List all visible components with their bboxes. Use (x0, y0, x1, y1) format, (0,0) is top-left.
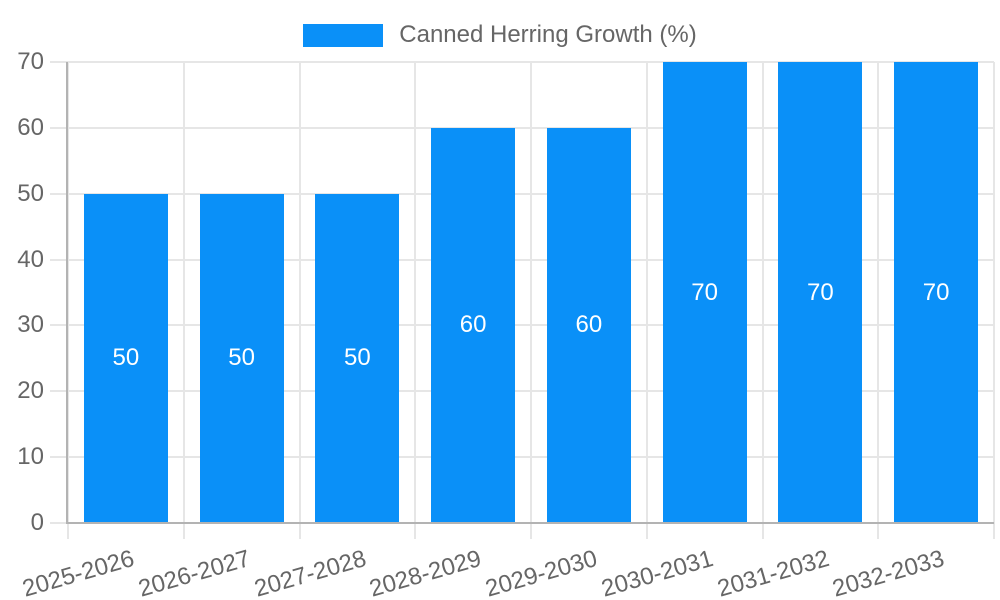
x-gridline (414, 62, 417, 539)
bar[interactable] (83, 193, 168, 523)
y-axis-tick-label: 10 (17, 443, 44, 471)
x-axis-border (66, 522, 994, 524)
x-gridline (298, 62, 301, 539)
x-gridline (761, 62, 764, 539)
y-axis-tick-label: 0 (30, 509, 44, 536)
chart-legend[interactable]: Canned Herring Growth (%) (0, 21, 1000, 49)
y-gridline (50, 456, 994, 459)
x-axis-tick-label: 2029-2030 (482, 545, 601, 600)
bar-value-label: 50 (344, 344, 371, 372)
bar-value-label: 70 (922, 278, 950, 306)
x-gridline (530, 62, 532, 539)
x-axis-tick-label: 2025-2026 (19, 545, 138, 600)
bar-value-label: 50 (228, 344, 255, 372)
x-axis-tick-label: 2027-2028 (251, 545, 369, 600)
bar-value-label: 70 (691, 278, 718, 306)
x-axis-tick-label: 2026-2027 (135, 545, 254, 600)
y-gridline (50, 61, 994, 63)
bar[interactable] (778, 62, 863, 523)
bar[interactable] (546, 127, 631, 523)
x-axis-tick-label: 2032-2033 (829, 545, 948, 600)
x-gridline (67, 62, 69, 539)
bar-value-label: 60 (575, 311, 603, 339)
legend-swatch (303, 23, 384, 47)
y-axis-tick-label: 40 (17, 245, 44, 273)
y-axis-border (66, 62, 68, 524)
bar-value-label: 60 (459, 311, 487, 339)
y-gridline (50, 126, 994, 129)
x-axis-tick-label: 2030-2031 (598, 545, 717, 600)
bar[interactable] (199, 193, 284, 523)
legend-label: Canned Herring Growth (%) (399, 21, 697, 48)
x-axis-tick-label: 2031-2032 (714, 545, 832, 600)
bar-value-label: 50 (112, 344, 140, 372)
x-gridline (182, 62, 185, 539)
x-gridline (877, 62, 880, 539)
bar[interactable] (894, 62, 979, 523)
x-gridline (645, 62, 648, 539)
y-axis-tick-label: 60 (17, 113, 44, 141)
y-axis-tick-label: 50 (17, 179, 44, 207)
bar-value-label: 70 (807, 278, 834, 306)
y-axis-tick-label: 30 (17, 311, 44, 339)
y-gridline (50, 390, 994, 393)
bar[interactable] (431, 127, 516, 523)
bar[interactable] (662, 62, 747, 523)
y-axis-tick-label: 70 (17, 48, 44, 75)
x-axis-tick-label: 2028-2029 (366, 545, 485, 600)
y-axis-tick-label: 20 (17, 377, 44, 405)
x-gridline (993, 62, 995, 539)
y-gridline (50, 324, 994, 327)
y-gridline (50, 192, 994, 195)
bar[interactable] (315, 193, 400, 523)
y-gridline (50, 258, 994, 261)
